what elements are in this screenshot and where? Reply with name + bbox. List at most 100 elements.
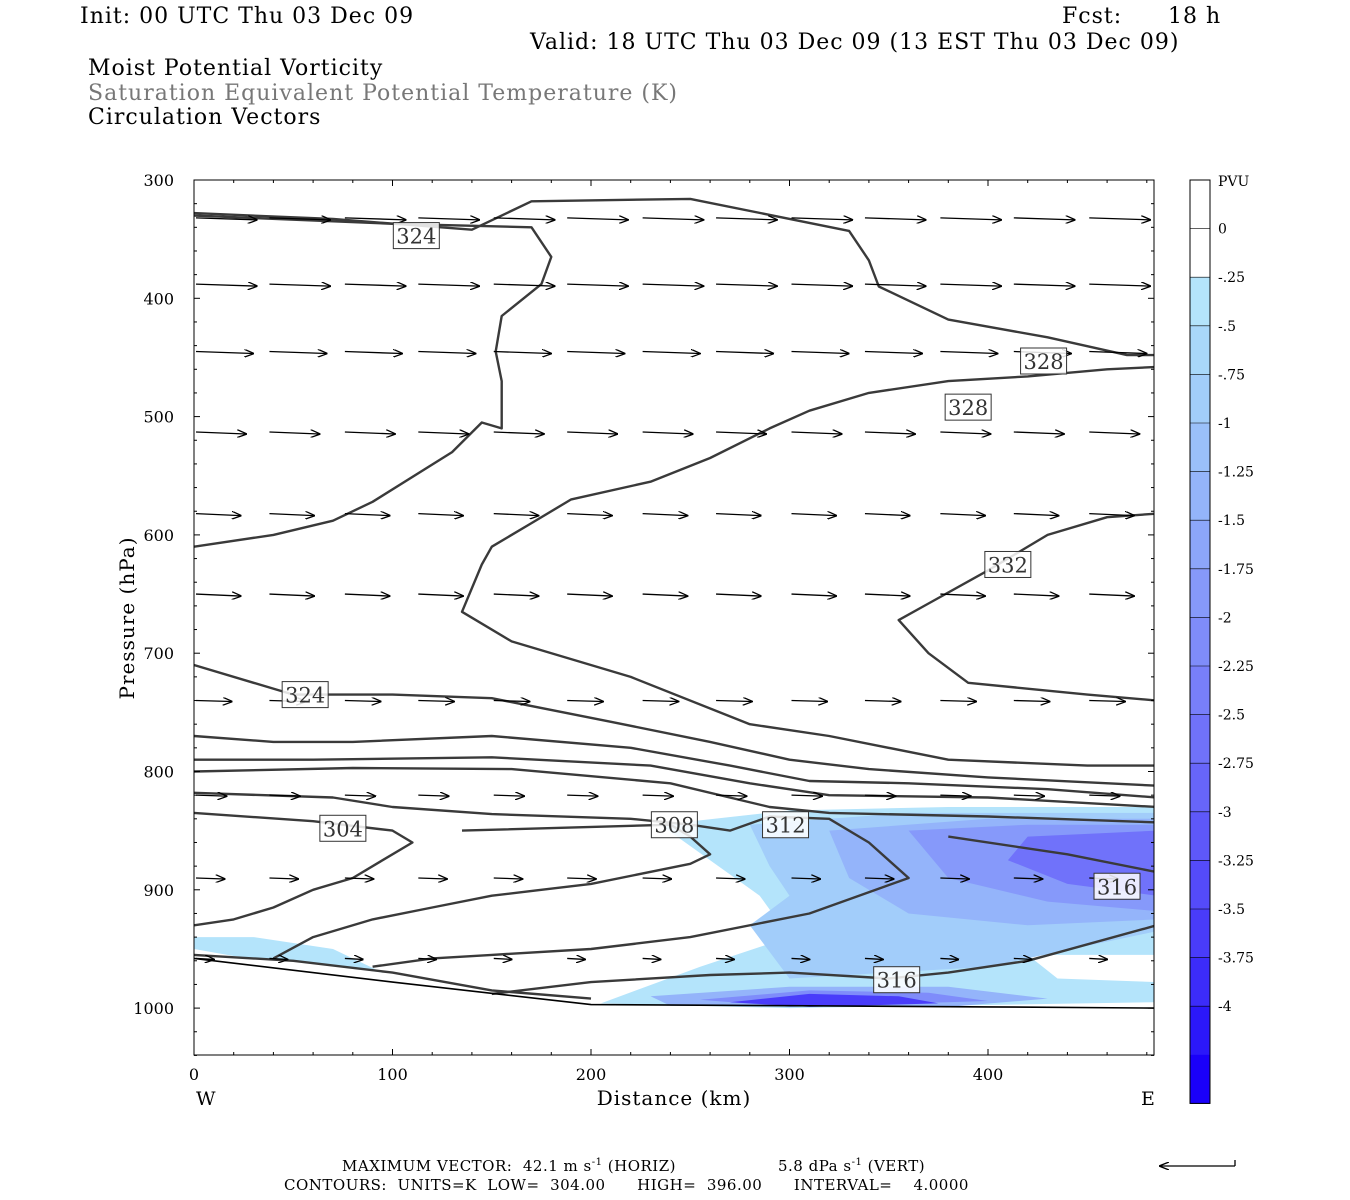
- vector-arrow-9-12: [1089, 958, 1107, 959]
- vector-arrow-2-0: [195, 352, 253, 354]
- vector-arrow-9-10: [940, 958, 958, 959]
- vector-arrow-0-2: [344, 218, 406, 220]
- vector-arrow-4-2: [344, 514, 390, 516]
- max-vector-horiz: 42.1 m s: [522, 1157, 592, 1175]
- vector-arrow-4-7: [716, 514, 761, 516]
- vector-arrow-8-9: [864, 878, 894, 879]
- vector-arrow-6-12: [1089, 701, 1125, 702]
- vector-arrow-6-6: [642, 701, 679, 702]
- vector-arrow-7-2: [344, 795, 375, 796]
- colorbar-label-6: -1.5: [1218, 513, 1245, 529]
- vector-arrow-0-5: [567, 218, 628, 220]
- contour-label-box-0: [392, 222, 440, 250]
- colorbar-title: PVU: [1218, 174, 1250, 190]
- horiz-exponent: -1: [591, 1157, 603, 1168]
- vector-arrow-9-5: [567, 958, 585, 959]
- contour-label-box-8: [1093, 872, 1141, 900]
- vector-arrow-5-10: [940, 594, 985, 596]
- forecast-label: Fcst:: [1062, 4, 1123, 29]
- max-vector-label: MAXIMUM VECTOR:: [342, 1157, 513, 1175]
- axes: 300 400 500 600 700 800 900 1000 0 100 200 300 400: [133, 171, 1154, 1084]
- theta-contour-6: [194, 756, 1154, 809]
- colorbar-swatch-3: [1190, 325, 1210, 375]
- vector-arrow-0-10: [940, 218, 1001, 220]
- y-tick-label-600: 600: [143, 526, 174, 545]
- vector-arrow-5-7: [716, 594, 761, 596]
- vector-arrow-5-11: [1013, 594, 1059, 596]
- valid-time: Valid: 18 UTC Thu 03 Dec 09 (13 EST Thu …: [530, 30, 1180, 55]
- theta-contour-8: [194, 791, 910, 968]
- vector-arrow-3-0: [195, 432, 246, 434]
- vector-arrow-8-8: [791, 878, 821, 879]
- vector-arrow-5-2: [344, 594, 390, 596]
- vector-arrow-3-1: [269, 432, 319, 434]
- vector-arrow-8-5: [567, 878, 596, 879]
- vector-arrow-9-11: [1013, 958, 1032, 959]
- vector-arrow-5-8: [791, 594, 837, 596]
- vector-arrow-1-2: [344, 284, 406, 286]
- colorbar-swatch-11: [1190, 714, 1210, 764]
- ground-surface: [194, 957, 1154, 1009]
- vector-arrow-7-10: [940, 795, 970, 796]
- y-tick-label-1000: 1000: [133, 999, 174, 1018]
- vector-arrow-2-6: [642, 352, 700, 354]
- vector-arrow-6-7: [716, 701, 752, 702]
- colorbar-swatch-5: [1190, 423, 1210, 473]
- vector-arrow-4-0: [195, 514, 241, 516]
- vector-arrow-3-12: [1089, 432, 1139, 434]
- contour-label-8: 316: [1097, 875, 1137, 899]
- colorbar-label-13: -3.25: [1218, 853, 1254, 869]
- x-tick-label-100: 100: [377, 1065, 408, 1084]
- vector-arrow-5-4: [493, 594, 539, 596]
- title-line-vectors: Circulation Vectors: [88, 105, 322, 130]
- vector-arrow-3-9: [864, 432, 915, 434]
- vert-tag: (VERT): [867, 1157, 926, 1175]
- colorbar-label-9: -2.25: [1218, 659, 1254, 675]
- vector-arrow-9-0: [195, 958, 214, 959]
- vector-arrow-6-0: [195, 701, 232, 702]
- vector-arrow-7-4: [493, 795, 524, 796]
- vector-arrow-7-7: [716, 795, 746, 796]
- x-tick-label-300: 300: [774, 1065, 805, 1084]
- vector-arrow-2-3: [418, 352, 475, 354]
- pv-shade-region-0: [194, 937, 383, 973]
- vector-arrow-7-11: [1013, 795, 1044, 796]
- vector-arrow-0-8: [791, 218, 853, 220]
- x-axis-title: Distance (km): [597, 1086, 752, 1110]
- vector-arrow-4-12: [1089, 514, 1134, 516]
- circulation-vectors: [195, 218, 1150, 960]
- contour-label-box-7: [762, 811, 810, 839]
- x-tick-label-200: 200: [576, 1065, 607, 1084]
- vector-arrow-1-8: [791, 284, 853, 286]
- colorbar-swatch-1: [1190, 228, 1210, 278]
- colorbar-frame: [1189, 179, 1211, 1104]
- max-vector-line: MAXIMUM VECTOR: 42.1 m s-1 (HORIZ): [342, 1157, 676, 1175]
- vector-arrow-4-8: [791, 514, 837, 516]
- colorbar-label-7: -1.75: [1218, 562, 1254, 578]
- vector-arrow-5-9: [864, 594, 910, 596]
- vector-arrow-1-9: [864, 284, 926, 286]
- colorbar-swatch-17: [1190, 1006, 1210, 1056]
- vector-arrow-1-0: [195, 284, 257, 286]
- pv-shading: [194, 807, 1154, 1009]
- contour-label-2: 328: [948, 396, 988, 420]
- contour-label-box-4: [281, 681, 329, 709]
- colorbar-swatch-12: [1190, 763, 1210, 813]
- vector-arrow-8-7: [716, 878, 745, 879]
- vector-arrow-2-5: [567, 352, 624, 354]
- theta-contour-0: [194, 197, 1154, 357]
- vector-arrow-7-6: [642, 795, 673, 796]
- y-tick-label-700: 700: [143, 644, 174, 663]
- x-label-west: W: [196, 1088, 216, 1110]
- theta-contour-13: [948, 835, 1154, 873]
- vector-arrow-9-8: [791, 958, 810, 959]
- vector-arrow-4-10: [940, 514, 985, 516]
- colorbar-label-1: -.25: [1218, 270, 1245, 286]
- contour-label-0: 324: [396, 225, 436, 249]
- theta-contour-9: [194, 811, 414, 927]
- vector-arrow-0-3: [418, 218, 479, 220]
- vector-arrow-0-4: [493, 218, 555, 220]
- vector-arrow-6-5: [567, 701, 603, 702]
- colorbar-swatch-6: [1190, 471, 1210, 521]
- vector-arrow-1-3: [418, 284, 479, 286]
